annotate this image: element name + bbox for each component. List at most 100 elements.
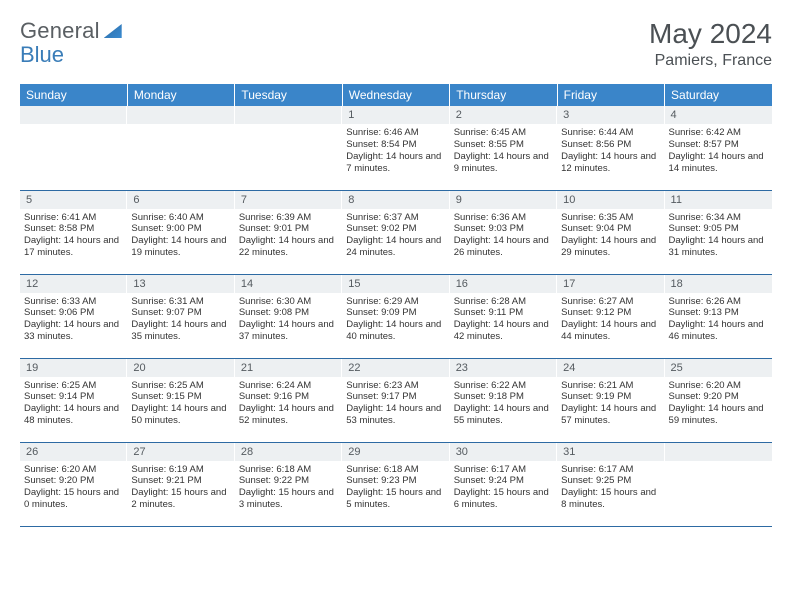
day-number: 7 <box>235 191 342 209</box>
day-number: 2 <box>450 106 557 124</box>
day-number: 31 <box>557 443 664 461</box>
day-body: Sunrise: 6:37 AMSunset: 9:02 PMDaylight:… <box>342 209 449 265</box>
day-number: 20 <box>127 359 234 377</box>
calendar-cell: 4Sunrise: 6:42 AMSunset: 8:57 PMDaylight… <box>665 106 772 190</box>
dayname-sat: Saturday <box>665 84 772 106</box>
daylight-text: Daylight: 14 hours and 46 minutes. <box>669 319 768 343</box>
sunrise-text: Sunrise: 6:28 AM <box>454 296 553 308</box>
day-body: Sunrise: 6:28 AMSunset: 9:11 PMDaylight:… <box>450 293 557 349</box>
sunset-text: Sunset: 9:14 PM <box>24 391 123 403</box>
dayname-tue: Tuesday <box>235 84 342 106</box>
day-number: 11 <box>665 191 772 209</box>
day-body <box>665 461 772 511</box>
day-number: 21 <box>235 359 342 377</box>
sunset-text: Sunset: 9:02 PM <box>346 223 445 235</box>
calendar-row: 26Sunrise: 6:20 AMSunset: 9:20 PMDayligh… <box>20 442 772 526</box>
daylight-text: Daylight: 14 hours and 57 minutes. <box>561 403 660 427</box>
daylight-text: Daylight: 14 hours and 14 minutes. <box>669 151 768 175</box>
calendar-cell: 31Sunrise: 6:17 AMSunset: 9:25 PMDayligh… <box>557 442 664 526</box>
day-body: Sunrise: 6:31 AMSunset: 9:07 PMDaylight:… <box>127 293 234 349</box>
day-number: 5 <box>20 191 127 209</box>
day-number: 8 <box>342 191 449 209</box>
daylight-text: Daylight: 14 hours and 42 minutes. <box>454 319 553 343</box>
calendar-cell: 29Sunrise: 6:18 AMSunset: 9:23 PMDayligh… <box>342 442 449 526</box>
sunrise-text: Sunrise: 6:40 AM <box>131 212 230 224</box>
sunrise-text: Sunrise: 6:21 AM <box>561 380 660 392</box>
calendar-cell: 22Sunrise: 6:23 AMSunset: 9:17 PMDayligh… <box>342 358 449 442</box>
sunrise-text: Sunrise: 6:34 AM <box>669 212 768 224</box>
daylight-text: Daylight: 14 hours and 50 minutes. <box>131 403 230 427</box>
day-number <box>235 106 342 124</box>
day-header-row: Sunday Monday Tuesday Wednesday Thursday… <box>20 84 772 106</box>
day-number: 29 <box>342 443 449 461</box>
calendar-cell: 28Sunrise: 6:18 AMSunset: 9:22 PMDayligh… <box>235 442 342 526</box>
calendar-cell <box>235 106 342 190</box>
day-body: Sunrise: 6:36 AMSunset: 9:03 PMDaylight:… <box>450 209 557 265</box>
day-number: 24 <box>557 359 664 377</box>
brand-logo: General <box>20 18 122 44</box>
sunrise-text: Sunrise: 6:37 AM <box>346 212 445 224</box>
daylight-text: Daylight: 14 hours and 53 minutes. <box>346 403 445 427</box>
day-body: Sunrise: 6:46 AMSunset: 8:54 PMDaylight:… <box>342 124 449 180</box>
sunrise-text: Sunrise: 6:30 AM <box>239 296 338 308</box>
day-body: Sunrise: 6:35 AMSunset: 9:04 PMDaylight:… <box>557 209 664 265</box>
calendar-cell: 12Sunrise: 6:33 AMSunset: 9:06 PMDayligh… <box>20 274 127 358</box>
day-number: 27 <box>127 443 234 461</box>
calendar-cell: 15Sunrise: 6:29 AMSunset: 9:09 PMDayligh… <box>342 274 449 358</box>
sunrise-text: Sunrise: 6:27 AM <box>561 296 660 308</box>
daylight-text: Daylight: 15 hours and 5 minutes. <box>346 487 445 511</box>
day-body: Sunrise: 6:19 AMSunset: 9:21 PMDaylight:… <box>127 461 234 517</box>
calendar-cell: 13Sunrise: 6:31 AMSunset: 9:07 PMDayligh… <box>127 274 234 358</box>
sunset-text: Sunset: 8:54 PM <box>346 139 445 151</box>
page-header: General May 2024 Pamiers, France <box>20 18 772 70</box>
sunrise-text: Sunrise: 6:46 AM <box>346 127 445 139</box>
sunset-text: Sunset: 8:57 PM <box>669 139 768 151</box>
day-body: Sunrise: 6:29 AMSunset: 9:09 PMDaylight:… <box>342 293 449 349</box>
sunrise-text: Sunrise: 6:35 AM <box>561 212 660 224</box>
day-body: Sunrise: 6:18 AMSunset: 9:23 PMDaylight:… <box>342 461 449 517</box>
day-number: 30 <box>450 443 557 461</box>
sunrise-text: Sunrise: 6:25 AM <box>24 380 123 392</box>
sunset-text: Sunset: 9:18 PM <box>454 391 553 403</box>
day-body: Sunrise: 6:26 AMSunset: 9:13 PMDaylight:… <box>665 293 772 349</box>
calendar-cell: 5Sunrise: 6:41 AMSunset: 8:58 PMDaylight… <box>20 190 127 274</box>
sunset-text: Sunset: 9:22 PM <box>239 475 338 487</box>
calendar-cell <box>127 106 234 190</box>
sunrise-text: Sunrise: 6:25 AM <box>131 380 230 392</box>
dayname-thu: Thursday <box>450 84 557 106</box>
brand-general: General <box>20 18 100 44</box>
sunset-text: Sunset: 9:06 PM <box>24 307 123 319</box>
calendar-cell: 3Sunrise: 6:44 AMSunset: 8:56 PMDaylight… <box>557 106 664 190</box>
sunset-text: Sunset: 9:05 PM <box>669 223 768 235</box>
sunrise-text: Sunrise: 6:36 AM <box>454 212 553 224</box>
calendar-row: 19Sunrise: 6:25 AMSunset: 9:14 PMDayligh… <box>20 358 772 442</box>
sunrise-text: Sunrise: 6:44 AM <box>561 127 660 139</box>
day-number: 10 <box>557 191 664 209</box>
calendar-cell: 8Sunrise: 6:37 AMSunset: 9:02 PMDaylight… <box>342 190 449 274</box>
day-number <box>665 443 772 461</box>
daylight-text: Daylight: 15 hours and 0 minutes. <box>24 487 123 511</box>
sunset-text: Sunset: 9:08 PM <box>239 307 338 319</box>
brand-blue: Blue <box>20 42 64 68</box>
sunrise-text: Sunrise: 6:18 AM <box>346 464 445 476</box>
calendar-cell: 2 Sunrise: 6:45 AMSunset: 8:55 PMDaylight… <box>450 106 557 190</box>
sunset-text: Sunset: 9:09 PM <box>346 307 445 319</box>
sunset-text: Sunset: 9:17 PM <box>346 391 445 403</box>
daylight-text: Daylight: 14 hours and 9 minutes. <box>454 151 553 175</box>
calendar-cell: 10Sunrise: 6:35 AMSunset: 9:04 PMDayligh… <box>557 190 664 274</box>
daylight-text: Daylight: 14 hours and 31 minutes. <box>669 235 768 259</box>
calendar-cell: 7Sunrise: 6:39 AMSunset: 9:01 PMDaylight… <box>235 190 342 274</box>
sunrise-text: Sunrise: 6:24 AM <box>239 380 338 392</box>
day-body: Sunrise: 6:41 AMSunset: 8:58 PMDaylight:… <box>20 209 127 265</box>
calendar-cell: 25Sunrise: 6:20 AMSunset: 9:20 PMDayligh… <box>665 358 772 442</box>
sunset-text: Sunset: 8:55 PM <box>454 139 553 151</box>
day-body: Sunrise: 6:18 AMSunset: 9:22 PMDaylight:… <box>235 461 342 517</box>
daylight-text: Daylight: 14 hours and 37 minutes. <box>239 319 338 343</box>
daylight-text: Daylight: 14 hours and 52 minutes. <box>239 403 338 427</box>
sunrise-text: Sunrise: 6:45 AM <box>454 127 553 139</box>
day-body: Sunrise: 6:21 AMSunset: 9:19 PMDaylight:… <box>557 377 664 433</box>
title-block: May 2024 Pamiers, France <box>649 18 772 70</box>
day-number: 23 <box>450 359 557 377</box>
daylight-text: Daylight: 14 hours and 19 minutes. <box>131 235 230 259</box>
day-body <box>127 124 234 174</box>
